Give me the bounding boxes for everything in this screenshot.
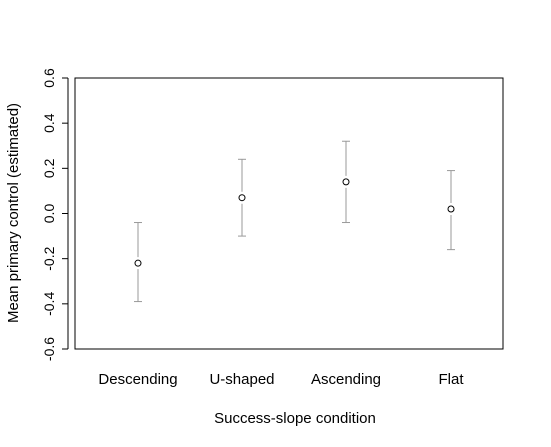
- y-tick-label: 0.4: [41, 113, 57, 133]
- x-axis: Descending U-shaped Ascending Flat: [98, 371, 464, 388]
- data-point: [238, 194, 246, 202]
- y-axis: -0.6 -0.4 -0.2 0.0 0.2 0.4 0.6: [41, 68, 69, 361]
- error-bar-group: [342, 140, 350, 224]
- y-tick-label: -0.6: [41, 337, 57, 361]
- y-tick-label: -0.2: [41, 246, 57, 270]
- x-tick-label: Flat: [438, 371, 464, 388]
- data-point: [447, 205, 455, 213]
- x-axis-label: Success-slope condition: [214, 410, 376, 427]
- y-tick-label: 0.2: [41, 158, 57, 178]
- y-tick-label: 0.0: [41, 204, 57, 224]
- x-tick-label: Descending: [98, 371, 177, 388]
- error-bar-group: [447, 170, 455, 251]
- error-bar-group: [238, 158, 246, 237]
- data-point: [134, 259, 142, 267]
- error-bar-group: [134, 222, 142, 303]
- data-point: [342, 178, 350, 186]
- data-marks: [134, 140, 455, 303]
- plot-frame: [74, 77, 504, 350]
- y-axis-label: Mean primary control (estimated): [5, 103, 22, 323]
- x-tick-label: Ascending: [311, 371, 381, 388]
- y-tick-label: 0.6: [41, 68, 57, 88]
- y-tick-label: -0.4: [41, 292, 57, 316]
- x-tick-label: U-shaped: [209, 371, 274, 388]
